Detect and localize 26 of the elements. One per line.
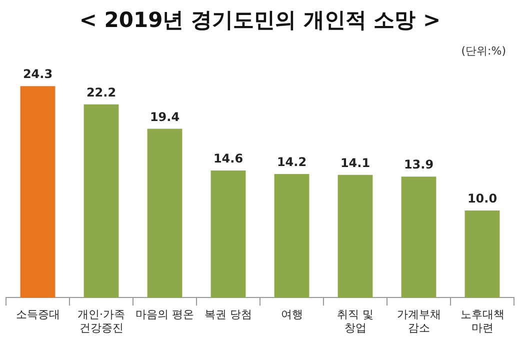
data-label: 19.4: [150, 110, 180, 124]
chart-title: < 2019년 경기도민의 개인적 소망 >: [78, 7, 442, 34]
x-tick-label: 복권 당첨: [204, 308, 252, 322]
bar: [210, 170, 246, 298]
data-label: 22.2: [86, 85, 116, 100]
bar: [464, 210, 500, 298]
data-label: 14.2: [276, 155, 307, 170]
x-tick-label: 가계부채 감소: [396, 308, 441, 334]
bar: [84, 104, 119, 298]
x-tick-label: 개인·가족 건강증진: [78, 308, 125, 334]
bar: [20, 86, 56, 298]
data-label: 10.0: [467, 192, 498, 206]
x-tick-label: 마음의 평온: [136, 308, 194, 322]
x-tick-label: 노후대책 마련: [460, 308, 504, 334]
x-tick-label: 여행: [280, 308, 303, 322]
data-label: 14.1: [340, 156, 370, 170]
bar: [338, 174, 373, 298]
x-tick-label: 소득증대: [16, 308, 60, 322]
text: (단위:%): [461, 44, 506, 58]
data-label: 13.9: [404, 158, 434, 172]
data-label: 14.6: [213, 152, 244, 166]
bar: [274, 174, 310, 298]
x-tick-label: 취직 및 창업: [337, 308, 374, 334]
bar: [147, 128, 182, 298]
bar: [401, 176, 436, 298]
data-label: 24.3: [22, 67, 53, 82]
